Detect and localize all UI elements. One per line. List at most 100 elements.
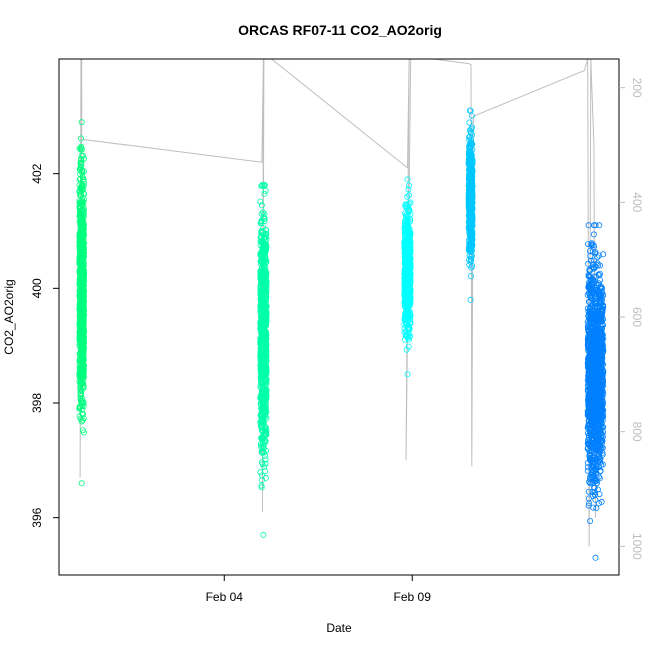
data-point-series-4: [466, 166, 473, 173]
data-point-series-2: [262, 309, 269, 316]
data-point-series-2: [259, 254, 266, 261]
y-axis: 396 398 400 402: [30, 163, 59, 528]
data-point-series-1: [80, 429, 87, 436]
data-point-series-5: [591, 257, 598, 264]
data-point-series-5: [593, 469, 600, 476]
data-point-series-5: [589, 434, 596, 441]
data-point-series-5: [595, 445, 602, 452]
data-point-series-2: [263, 388, 270, 395]
data-point-series-5: [590, 263, 597, 270]
data-point-series-1: [78, 198, 85, 205]
data-point-series-5: [589, 469, 596, 476]
data-point-series-5: [596, 337, 603, 344]
data-point-series-5: [593, 273, 600, 280]
right-tick-label: 400: [630, 192, 644, 212]
data-point-series-5: [596, 293, 603, 300]
x-tick-label: Feb 09: [394, 590, 432, 604]
data-point-series-5: [594, 421, 601, 428]
data-point-series-5: [600, 251, 607, 258]
data-point-series-2: [263, 369, 270, 376]
data-point-series-2: [263, 335, 270, 342]
data-point-series-5: [593, 330, 600, 337]
data-point-series-4: [467, 258, 474, 265]
data-point-series-3: [404, 317, 411, 324]
data-point-series-5: [595, 371, 602, 378]
data-point-series-4: [468, 192, 475, 199]
data-point-series-1: [76, 405, 83, 412]
y-tick-label: 396: [30, 507, 44, 527]
data-point-series-2: [257, 348, 264, 355]
data-point-series-2: [262, 474, 269, 481]
data-point-series-5: [584, 459, 591, 466]
data-point-series-3: [401, 238, 408, 245]
data-point-series-5: [589, 358, 596, 365]
data-point-series-1: [80, 249, 87, 256]
data-point-series-5: [585, 405, 592, 412]
data-point-series-5: [597, 399, 604, 406]
data-point-series-5: [585, 402, 592, 409]
data-point-series-2: [259, 252, 266, 259]
data-point-series-1: [80, 304, 87, 311]
data-point-series-5: [591, 491, 598, 498]
data-point-series-5: [584, 318, 591, 325]
data-point-series-5: [585, 369, 592, 376]
data-point-series-5: [585, 298, 592, 305]
data-point-series-4: [467, 129, 474, 136]
data-point-series-3: [406, 257, 413, 264]
data-point-series-5: [592, 331, 599, 338]
data-point-series-5: [597, 468, 604, 475]
data-point-series-1: [77, 354, 84, 361]
data-point-series-5-max: [592, 222, 599, 229]
data-point-series-5: [587, 443, 594, 450]
data-point-series-2: [257, 335, 264, 342]
data-point-series-5: [590, 417, 597, 424]
data-point-series-1: [79, 417, 86, 424]
data-point-series-1: [80, 399, 87, 406]
data-point-series-4: [468, 214, 475, 221]
data-point-series-2: [258, 210, 265, 217]
data-point-series-3: [406, 284, 413, 291]
data-point-series-1-min: [78, 480, 85, 487]
data-point-series-5: [593, 304, 600, 311]
data-point-series-1: [77, 386, 84, 393]
data-point-series-2: [261, 218, 268, 225]
data-point-series-2: [258, 294, 265, 301]
data-point-series-2: [260, 292, 267, 299]
data-point-series-4: [466, 154, 473, 161]
data-point-series-2: [258, 397, 265, 404]
data-point-series-1: [78, 340, 85, 347]
data-point-series-2-min: [260, 531, 267, 538]
data-point-series-4: [468, 257, 475, 264]
data-point-series-3: [402, 212, 409, 219]
data-point-series-1: [78, 143, 85, 150]
data-point-series-2: [262, 316, 269, 323]
data-point-series-5: [593, 504, 600, 511]
data-point-series-5: [588, 424, 595, 431]
data-point-series-5: [591, 484, 598, 491]
data-point-series-2: [261, 463, 268, 470]
data-point-series-4: [465, 226, 472, 233]
x-tick-label: Feb 04: [206, 590, 244, 604]
data-point-series-5-min: [592, 554, 599, 561]
data-point-series-3: [405, 186, 412, 193]
data-point-series-2: [262, 468, 269, 475]
data-point-series-5: [593, 327, 600, 334]
data-point-series-2: [257, 318, 264, 325]
data-point-series-5: [597, 262, 604, 269]
data-point-series-5: [585, 325, 592, 332]
data-point-series-2: [262, 375, 269, 382]
data-point-series-5: [591, 273, 598, 280]
data-point-series-2: [260, 419, 267, 426]
scatter-points: [76, 107, 607, 561]
data-point-series-5: [587, 257, 594, 264]
data-point-series-5: [591, 367, 598, 374]
data-point-series-5: [592, 249, 599, 256]
data-point-series-1: [80, 366, 87, 373]
data-point-series-2: [258, 380, 265, 387]
data-point-series-5: [588, 435, 595, 442]
data-point-series-5: [586, 268, 593, 275]
y-axis-label: CO2_AO2orig: [2, 279, 16, 354]
data-point-series-1: [79, 168, 86, 175]
data-point-series-5: [591, 222, 598, 229]
data-point-series-5: [585, 335, 592, 342]
